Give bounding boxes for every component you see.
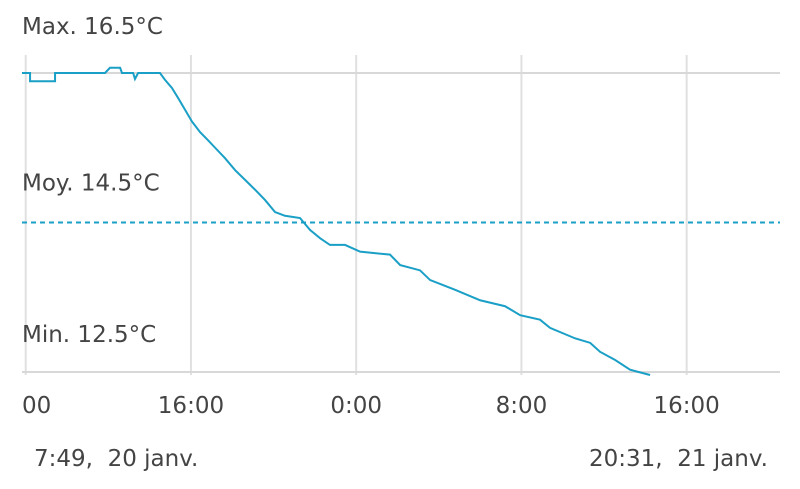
end-time: 20:31, 21 janv. [589, 446, 768, 472]
x-tick-label: 16:00 [158, 393, 224, 419]
x-tick-label: 16:00 [653, 393, 719, 419]
start-time: 7:49, 20 janv. [34, 446, 198, 472]
x-tick-label: 8:00 [496, 393, 548, 419]
x-tick-label: 0:00 [330, 393, 382, 419]
x-tick-label: 00 [22, 393, 51, 419]
temperature-line [22, 66, 651, 376]
y-tick-label: Max. 16.5°C [22, 14, 163, 40]
y-tick-label: Min. 12.5°C [22, 322, 156, 348]
y-tick-label: Moy. 14.5°C [22, 171, 160, 197]
